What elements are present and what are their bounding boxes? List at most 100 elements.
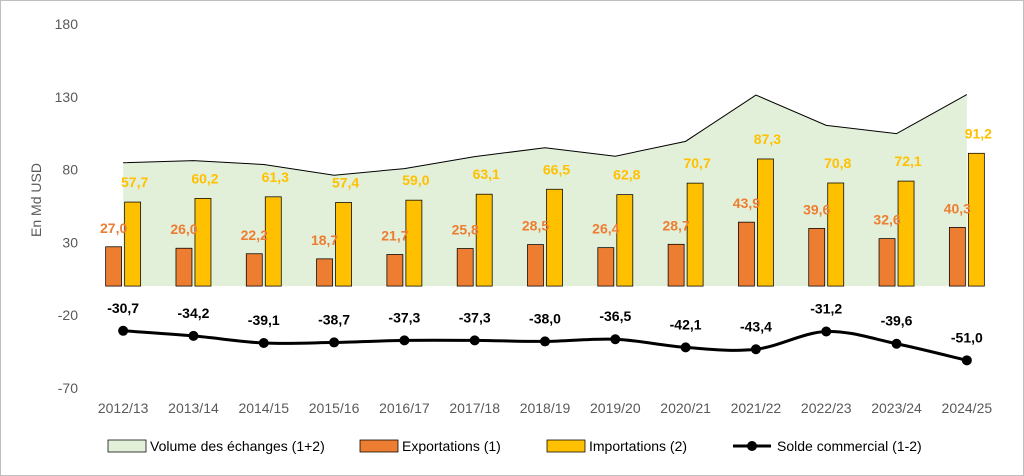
label-solde-2020-21: -42,1 [670,316,702,332]
label-exportations-2018-19: 28,5 [522,218,549,234]
label-importations-2015-16: 57,4 [332,175,359,191]
bar-importations-2019-20 [616,194,634,287]
balance-point-2023-24 [891,338,902,349]
balance-point-2024-25 [961,355,972,366]
bar-importations-2024-25 [967,152,985,287]
label-exportations-2023-24: 32,6 [873,212,900,228]
balance-point-2018-19 [540,336,550,347]
legend-label-exportations-1: Exportations (1) [402,438,501,454]
label-exportations-2012-13: 27,0 [100,220,127,236]
bar-importations-2020-21 [686,182,704,287]
bar-exportations-2015-16 [316,258,333,287]
x-tick-label-2015-16: 2015/16 [309,400,360,416]
legend-label-solde-commercial-1-2: Solde commercial (1-2) [777,438,922,454]
legend-label-volume-des-changes-1-2: Volume des échanges (1+2) [150,438,325,454]
label-solde-2019-20: -36,5 [599,308,631,324]
label-importations-2022-23: 70,8 [824,155,851,171]
label-solde-2022-23: -31,2 [810,301,842,317]
y-tick-label: 130 [55,89,79,105]
x-ticks-layer: 2012/13 2013/14 2014/15 2015/16 2016/17 2017/… [98,400,993,416]
label-exportations-2015-16: 18,7 [311,232,338,248]
data-labels-layer: 27,0 57,7 26,0 60,2 22,2 61,3 18,7 57,4 21,7 59,0… [100,125,992,345]
label-importations-2016-17: 59,0 [402,172,429,188]
bar-exportations-2024-25 [948,227,966,287]
label-solde-2017-18: -37,3 [459,309,491,325]
x-tick-label-2020-21: 2020/21 [660,400,711,416]
volume-area-layer [123,94,968,287]
volume-area-fill [123,94,967,287]
bar-exportations-2023-24 [878,238,896,287]
balance-point-2015-16 [329,337,340,348]
bar-importations-2021-22 [757,158,774,287]
x-tick-label-2013-14: 2013/14 [168,400,219,416]
y-tick-label: -20 [58,307,78,323]
bar-importations-2015-16 [335,202,352,287]
bar-importations-2017-18 [475,193,493,287]
bar-exportations-2014-15 [245,253,263,287]
legend-label-importations-2: Importations (2) [589,438,687,454]
balance-point-2019-20 [610,334,621,345]
bars-layer [105,152,985,287]
label-exportations-2022-23: 39,6 [803,201,830,217]
label-exportations-2017-18: 25,8 [452,222,479,238]
balance-line-layer [118,325,972,366]
label-solde-2013-14: -34,2 [178,305,210,321]
label-solde-2016-17: -37,3 [388,309,420,325]
label-importations-2021-22: 87,3 [754,131,781,147]
bar-exportations-2017-18 [456,248,474,287]
label-importations-2020-21: 70,7 [683,155,710,171]
y-tick-label: 80 [62,162,78,178]
x-tick-label-2017-18: 2017/18 [449,400,500,416]
bar-exportations-2016-17 [386,254,404,287]
bar-exportations-2012-13 [105,246,123,287]
label-exportations-2020-21: 28,7 [662,217,689,233]
bar-importations-2018-19 [546,188,563,287]
legend-swatch-importations-2 [546,439,586,453]
legend-swatch-volume-des-changes-1-2 [107,439,147,453]
label-exportations-2013-14: 26,0 [170,221,197,237]
label-importations-2023-24: 72,1 [894,153,921,169]
x-tick-label-2012-13: 2012/13 [98,400,149,416]
x-tick-label-2019-20: 2019/20 [590,400,641,416]
legend-swatch-exportations-1 [359,439,399,453]
x-tick-label-2023-24: 2023/24 [871,400,922,416]
label-solde-2023-24: -39,6 [881,313,913,329]
y-tick-label: 30 [62,234,78,250]
bar-exportations-2021-22 [738,221,755,287]
balance-point-2013-14 [188,330,199,341]
bar-importations-2022-23 [827,182,845,287]
label-solde-2021-22: -43,4 [740,318,772,334]
bar-exportations-2019-20 [597,247,615,287]
bar-importations-2013-14 [194,198,212,287]
label-solde-2014-15: -39,1 [248,312,280,328]
legend-marker-solde-commercial-1-2 [747,441,757,451]
label-importations-2014-15: 61,3 [262,169,289,185]
y-axis-label: En Md USD [28,163,44,237]
label-importations-2024-25: 91,2 [965,125,992,141]
label-solde-2015-16: -38,7 [318,311,350,327]
bar-exportations-2022-23 [808,228,826,287]
label-importations-2017-18: 63,1 [473,166,500,182]
volume-area-outline [123,94,968,176]
balance-point-2017-18 [469,335,480,346]
label-exportations-2016-17: 21,7 [381,227,408,243]
balance-point-2020-21 [680,342,691,353]
y-ticks-layer: 180 130 80 30 -20 -70 [55,16,79,396]
bar-importations-2014-15 [264,196,282,287]
x-tick-label-2021-22: 2021/22 [731,400,782,416]
label-importations-2019-20: 62,8 [613,167,640,183]
label-importations-2013-14: 60,2 [191,170,218,186]
bar-importations-2023-24 [897,180,915,287]
y-tick-label: 180 [55,16,79,32]
balance-point-2021-22 [750,344,761,355]
label-solde-2024-25: -51,0 [951,329,983,345]
y-tick-label: -70 [58,380,78,396]
x-tick-label-2014-15: 2014/15 [238,400,289,416]
legend: Volume des échanges (1+2) Exportations (1… [107,438,922,454]
x-tick-label-2022-23: 2022/23 [801,400,852,416]
bar-importations-2016-17 [405,199,423,287]
balance-point-2022-23 [821,326,832,337]
balance-point-2016-17 [399,335,410,346]
x-tick-label-2016-17: 2016/17 [379,400,430,416]
